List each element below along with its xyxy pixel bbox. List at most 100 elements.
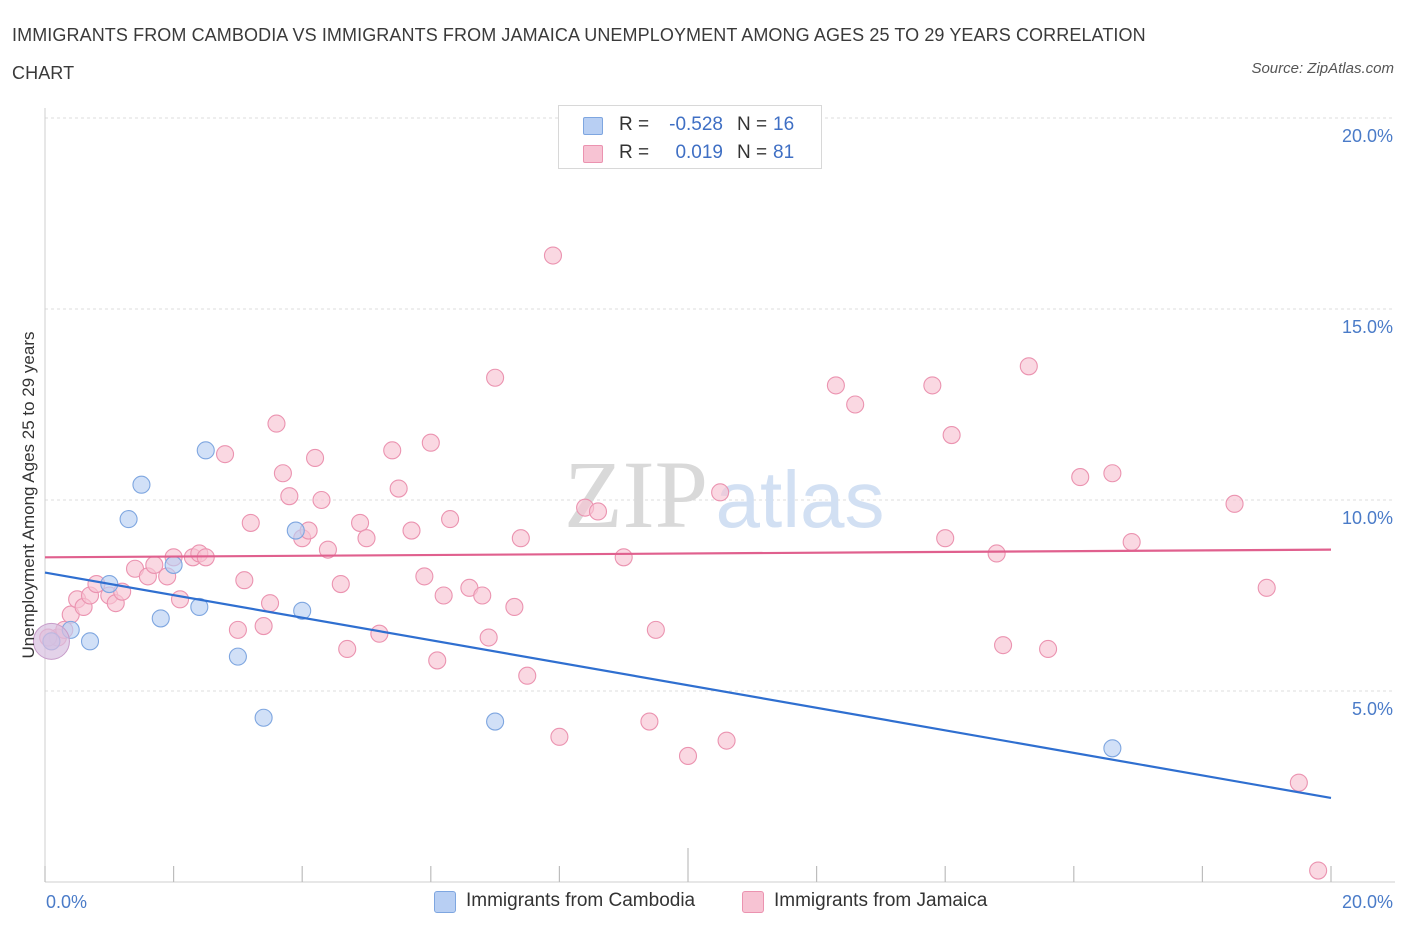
grid-lines bbox=[45, 117, 1395, 692]
jamaica-point bbox=[543, 246, 563, 265]
jamaica-swatch bbox=[583, 145, 603, 163]
jamaica-point bbox=[846, 395, 865, 414]
cambodia-legend-swatch bbox=[434, 891, 456, 913]
jamaica-point bbox=[711, 483, 730, 502]
jamaica-point bbox=[550, 727, 569, 746]
legend-label: Immigrants from Jamaica bbox=[774, 890, 988, 911]
axes bbox=[44, 108, 1395, 883]
jamaica-point bbox=[678, 746, 698, 765]
jamaica-point bbox=[942, 426, 961, 445]
jamaica-point bbox=[1103, 464, 1122, 483]
r-value: -0.528 bbox=[669, 114, 723, 135]
r-value: 0.019 bbox=[675, 142, 723, 163]
cambodia-point bbox=[293, 601, 312, 620]
legend-item-jamaica: Immigrants from Jamaica bbox=[742, 888, 1022, 916]
jamaica-point bbox=[640, 712, 659, 731]
correlation-legend: R = -0.528 N = 16 R = 0.019 N = 81 bbox=[558, 105, 822, 169]
cambodia-point bbox=[80, 632, 100, 651]
watermark-atlas: atlas bbox=[716, 455, 885, 544]
jamaica-point bbox=[383, 441, 402, 460]
source-label: Source: ZipAtlas.com bbox=[1251, 60, 1394, 77]
y-tick-label: 10.0% bbox=[1342, 508, 1393, 528]
jamaica-point bbox=[1309, 861, 1328, 880]
jamaica-point bbox=[646, 620, 665, 639]
jamaica-legend-swatch bbox=[742, 891, 764, 913]
y-tick-label: 20.0% bbox=[1342, 126, 1393, 146]
y-tick-label: 5.0% bbox=[1352, 699, 1393, 719]
jamaica-point bbox=[486, 368, 505, 387]
jamaica-point bbox=[312, 490, 331, 510]
n-value: 81 bbox=[773, 142, 795, 163]
jamaica-point bbox=[936, 529, 955, 548]
jamaica-point bbox=[505, 597, 524, 617]
jamaica-point bbox=[1257, 578, 1276, 597]
chart-title: IMMIGRANTS FROM CAMBODIA VS IMMIGRANTS F… bbox=[12, 25, 1146, 83]
jamaica-point bbox=[421, 433, 440, 452]
n-label: N = bbox=[737, 114, 768, 135]
jamaica-point bbox=[428, 651, 447, 670]
cambodia-point bbox=[164, 555, 183, 574]
cambodia-point bbox=[254, 708, 273, 727]
jamaica-point bbox=[994, 636, 1013, 655]
axis-labels: 5.0% 10.0% 15.0% 20.0% 0.0% 20.0% Unemployment… bbox=[19, 126, 1393, 912]
r-label: R = bbox=[619, 114, 650, 135]
jamaica-point bbox=[415, 567, 434, 586]
jamaica-point bbox=[215, 445, 235, 464]
watermark: ZIP atlas bbox=[564, 441, 884, 548]
cambodia-point bbox=[151, 609, 170, 628]
r-label: R = bbox=[619, 142, 650, 163]
jamaica-point bbox=[235, 571, 254, 590]
legend-label: Immigrants from Cambodia bbox=[466, 890, 696, 911]
y-axis-label: Unemployment Among Ages 25 to 29 years bbox=[19, 332, 38, 659]
jamaica-point bbox=[331, 574, 350, 594]
cambodia-point bbox=[286, 521, 305, 540]
jamaica-point bbox=[338, 639, 357, 659]
jamaica-point bbox=[826, 376, 845, 395]
jamaica-point bbox=[434, 586, 453, 605]
jamaica-point bbox=[306, 448, 325, 468]
jamaica-point bbox=[357, 529, 376, 548]
jamaica-point bbox=[273, 464, 292, 483]
trend-lines bbox=[44, 548, 1332, 800]
jamaica-point bbox=[170, 590, 190, 609]
jamaica-point bbox=[1071, 468, 1090, 487]
jamaica-point bbox=[441, 510, 460, 529]
cambodia-point bbox=[190, 597, 209, 617]
jamaica-point bbox=[389, 479, 408, 498]
x-tick-label: 20.0% bbox=[1342, 892, 1393, 912]
jamaica-point bbox=[1225, 494, 1244, 513]
cambodia-point bbox=[132, 475, 151, 494]
jamaica-point bbox=[717, 731, 736, 750]
cambodia-point bbox=[119, 510, 138, 529]
cambodia-point bbox=[486, 712, 505, 731]
jamaica-point bbox=[260, 594, 280, 613]
jamaica-point bbox=[318, 540, 337, 559]
jamaica-point bbox=[479, 628, 498, 647]
cambodia-swatch bbox=[583, 117, 603, 135]
watermark-zip: ZIP bbox=[564, 441, 708, 548]
jamaica-point bbox=[241, 513, 260, 532]
jamaica-point bbox=[987, 544, 1006, 563]
jamaica-point bbox=[588, 502, 608, 521]
jamaica-point bbox=[518, 666, 537, 685]
jamaica-point bbox=[280, 487, 299, 506]
jamaica-point bbox=[1122, 532, 1141, 552]
jamaica-point bbox=[1039, 639, 1058, 659]
n-label: N = bbox=[737, 142, 768, 163]
jamaica-trend-line bbox=[44, 548, 1332, 559]
jamaica-point bbox=[228, 620, 247, 639]
cambodia-point bbox=[228, 647, 247, 666]
jamaica-point bbox=[1019, 357, 1038, 376]
legend-item-cambodia: Immigrants from Cambodia bbox=[434, 888, 724, 916]
jamaica-point bbox=[351, 513, 370, 532]
n-value: 16 bbox=[773, 114, 795, 135]
jamaica-point bbox=[254, 617, 273, 636]
jamaica-point bbox=[923, 376, 942, 395]
x-tick-label: 0.0% bbox=[46, 892, 87, 912]
jamaica-point bbox=[267, 414, 286, 433]
jamaica-point bbox=[370, 624, 389, 643]
jamaica-point bbox=[511, 529, 530, 548]
jamaica-point bbox=[473, 586, 492, 605]
y-tick-label: 15.0% bbox=[1342, 317, 1393, 337]
